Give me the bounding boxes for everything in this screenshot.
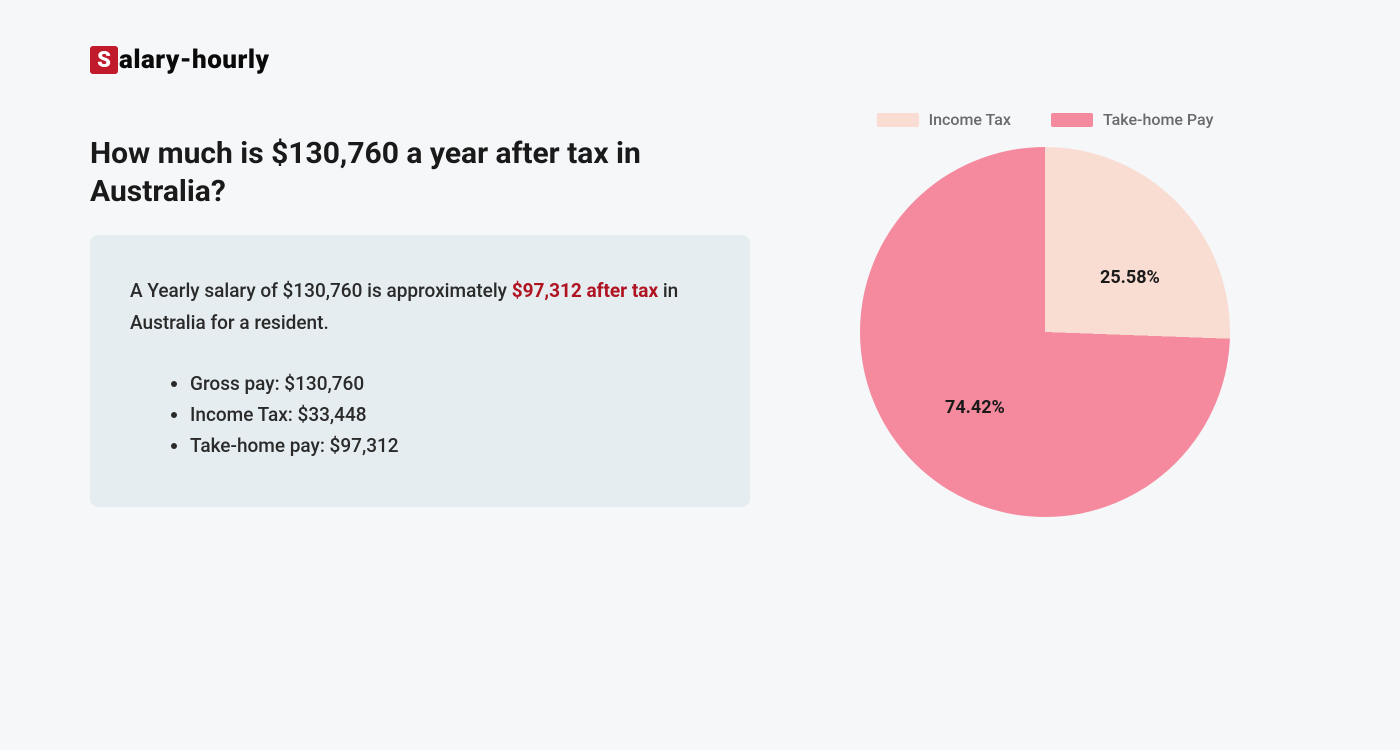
page-title: How much is $130,760 a year after tax in…: [90, 135, 730, 210]
pie-chart-region: Income Tax Take-home Pay 25.58% 74.42%: [835, 110, 1255, 517]
slice-label-take-home: 74.42%: [945, 397, 1005, 418]
chart-legend: Income Tax Take-home Pay: [835, 110, 1255, 129]
list-item: Take-home pay: $97,312: [190, 430, 710, 461]
legend-swatch-icon: [877, 113, 919, 127]
logo-text: alary-hourly: [119, 45, 269, 75]
brand-logo: S alary-hourly: [90, 45, 269, 75]
pie-disc: [860, 147, 1230, 517]
legend-label: Take-home Pay: [1103, 110, 1213, 129]
summary-prefix: A Yearly salary of $130,760 is approxima…: [130, 279, 512, 302]
summary-card: A Yearly salary of $130,760 is approxima…: [90, 235, 750, 507]
legend-item-take-home: Take-home Pay: [1051, 110, 1213, 129]
legend-swatch-icon: [1051, 113, 1093, 127]
summary-highlight: $97,312 after tax: [512, 279, 658, 302]
legend-label: Income Tax: [929, 110, 1011, 129]
slice-label-income-tax: 25.58%: [1100, 267, 1160, 288]
pie-chart: 25.58% 74.42%: [860, 147, 1230, 517]
summary-text: A Yearly salary of $130,760 is approxima…: [130, 275, 710, 340]
list-item: Income Tax: $33,448: [190, 399, 710, 430]
list-item: Gross pay: $130,760: [190, 368, 710, 399]
details-list: Gross pay: $130,760 Income Tax: $33,448 …: [130, 368, 710, 462]
legend-item-income-tax: Income Tax: [877, 110, 1011, 129]
logo-block-icon: S: [90, 46, 118, 74]
